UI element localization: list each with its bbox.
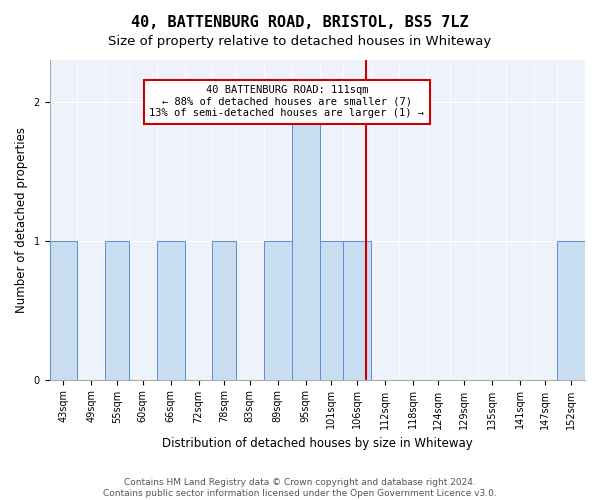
Bar [212,240,236,380]
Bar [292,102,320,380]
Text: 40, BATTENBURG ROAD, BRISTOL, BS5 7LZ: 40, BATTENBURG ROAD, BRISTOL, BS5 7LZ [131,15,469,30]
Bar [50,240,77,380]
Text: Contains HM Land Registry data © Crown copyright and database right 2024.
Contai: Contains HM Land Registry data © Crown c… [103,478,497,498]
Bar [106,240,128,380]
Y-axis label: Number of detached properties: Number of detached properties [15,127,28,313]
Bar [343,240,371,380]
Bar [264,240,292,380]
Text: 40 BATTENBURG ROAD: 111sqm
← 88% of detached houses are smaller (7)
13% of semi-: 40 BATTENBURG ROAD: 111sqm ← 88% of deta… [149,85,424,118]
Bar [557,240,585,380]
Bar [157,240,185,380]
X-axis label: Distribution of detached houses by size in Whiteway: Distribution of detached houses by size … [162,437,473,450]
Text: Size of property relative to detached houses in Whiteway: Size of property relative to detached ho… [109,35,491,48]
Bar [320,240,343,380]
